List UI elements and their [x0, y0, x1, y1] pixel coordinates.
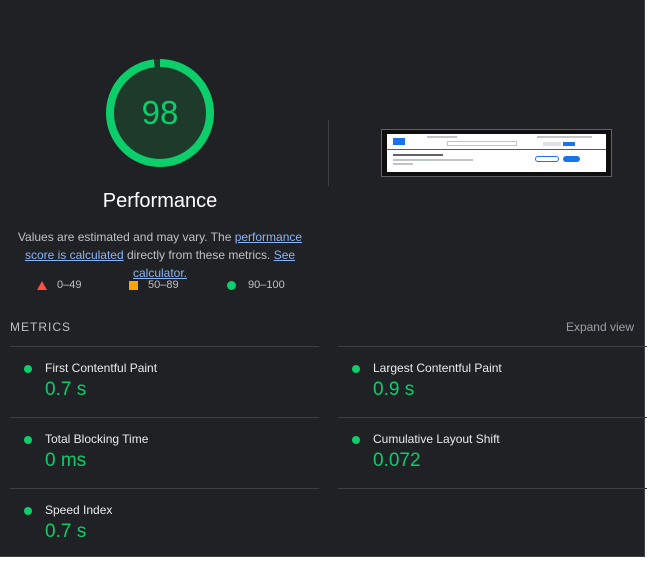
metric-title: First Contentful Paint: [45, 361, 158, 375]
thumbnail-control: [543, 142, 561, 146]
thumbnail-button: [563, 142, 575, 146]
legend-fail: 0–49: [37, 279, 81, 291]
gauge-score: 98: [141, 94, 179, 131]
metric-value: 0.7 s: [45, 521, 87, 542]
thumbnail-outline-button: [535, 156, 559, 162]
legend-average: 50–89: [129, 279, 179, 291]
circle-icon: [227, 280, 236, 290]
pass-circle-icon: [24, 507, 32, 515]
gauge-title: Performance: [102, 190, 218, 212]
thumbnail-heading: [393, 154, 443, 156]
thumbnail-text: [393, 163, 413, 165]
metric-value: 0.9 s: [373, 379, 415, 400]
thumbnail-divider: [387, 149, 606, 150]
performance-score-link[interactable]: performance score is calculated: [24, 230, 303, 262]
metric-title: Largest Contentful Paint: [373, 361, 502, 375]
metric-value: 0.072: [373, 450, 421, 471]
metric-total-blocking-time: Total Blocking Time 0 ms: [10, 417, 319, 487]
thumbnail-logo: [393, 138, 405, 145]
metric-title: Speed Index: [45, 503, 113, 517]
gauge-svg: [106, 59, 214, 167]
metric-value: 0.7 s: [45, 379, 87, 400]
metric-first-contentful-paint: First Contentful Paint 0.7 s: [10, 346, 319, 416]
pass-circle-icon: [352, 436, 360, 444]
legend-average-range: 50–89: [148, 279, 179, 291]
legend-pass: 90–100: [227, 279, 285, 291]
vertical-divider: [328, 120, 329, 186]
metric-title: Cumulative Layout Shift: [373, 432, 500, 446]
see-calculator-link[interactable]: See calculator.: [132, 248, 296, 280]
performance-gauge[interactable]: 98: [105, 58, 215, 168]
metrics-heading: METRICS: [10, 320, 71, 334]
thumbnail-nav: [427, 136, 457, 138]
metric-value: 0 ms: [45, 450, 87, 471]
square-icon: [129, 280, 138, 290]
thumbnail-search: [447, 141, 517, 146]
metric-largest-contentful-paint: Largest Contentful Paint 0.9 s: [338, 346, 647, 416]
gauge-fill: [110, 63, 210, 163]
expand-view-button[interactable]: Expand view: [565, 320, 634, 334]
score-description: Values are estimated and may vary. The p…: [10, 228, 310, 282]
gauge-arc: [106, 59, 214, 167]
metric-title: Total Blocking Time: [45, 432, 149, 446]
legend-fail-range: 0–49: [57, 279, 82, 291]
metric-speed-index: Speed Index 0.7 s: [10, 488, 319, 558]
metric-cumulative-layout-shift: Cumulative Layout Shift 0.072: [338, 417, 647, 487]
thumbnail-text: [393, 159, 473, 161]
pass-circle-icon: [24, 365, 32, 373]
final-screenshot-thumbnail[interactable]: [381, 129, 612, 177]
thumbnail-links: [537, 136, 592, 138]
pass-circle-icon: [352, 365, 360, 373]
thumbnail-page-preview: [387, 134, 606, 172]
description-text-2: directly from these metrics.: [123, 248, 274, 262]
pass-circle-icon: [24, 436, 32, 444]
score-legend: 0–49 50–89 90–100: [0, 279, 320, 295]
grid-divider: [338, 488, 647, 489]
triangle-icon: [37, 280, 47, 290]
thumbnail-solid-button: [563, 156, 580, 162]
description-text-1: Values are estimated and may vary. The: [17, 230, 235, 244]
legend-pass-range: 90–100: [248, 279, 285, 291]
